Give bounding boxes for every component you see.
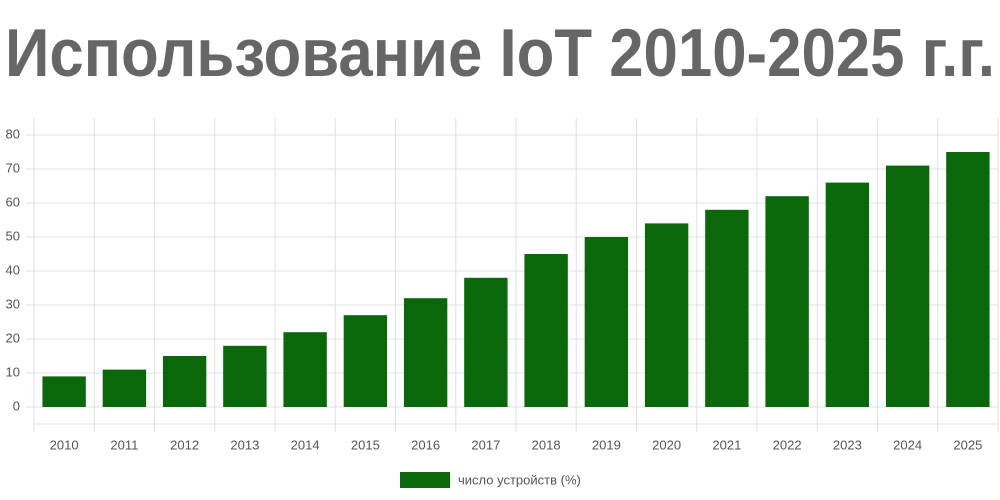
- bar: [102, 369, 147, 407]
- legend-label: число устройств (%): [458, 472, 581, 487]
- x-tick-label: 2012: [170, 437, 199, 452]
- x-tick-label: 2019: [592, 437, 621, 452]
- bar: [283, 332, 327, 407]
- bar: [825, 182, 870, 407]
- x-tick-label: 2025: [953, 437, 982, 452]
- x-tick-label: 2017: [471, 437, 500, 452]
- y-tick-label: 70: [6, 160, 20, 175]
- x-tick-label: 2011: [110, 437, 138, 452]
- bar: [162, 356, 207, 407]
- y-tick-label: 50: [6, 228, 20, 243]
- x-tick-label: 2015: [351, 437, 380, 452]
- x-tick-label: 2010: [50, 437, 79, 452]
- y-tick-label: 10: [6, 364, 20, 379]
- x-tick-label: 2013: [230, 437, 259, 452]
- y-tick-label: 40: [6, 262, 20, 277]
- bar: [403, 298, 448, 407]
- y-tick-label: 30: [6, 296, 20, 311]
- y-tick-label: 0: [13, 398, 20, 413]
- bar: [464, 277, 508, 407]
- bar: [223, 345, 267, 407]
- x-tick-label: 2023: [833, 437, 862, 452]
- bar: [765, 196, 809, 407]
- bar: [584, 237, 629, 407]
- y-tick-label: 80: [6, 126, 20, 141]
- chart-title: Использование IoT 2010-2025 г.г.: [5, 15, 995, 91]
- x-tick-label: 2021: [712, 437, 741, 452]
- legend-swatch: [400, 472, 450, 488]
- y-tick-label: 20: [6, 330, 20, 345]
- bar: [42, 376, 86, 407]
- x-tick-label: 2018: [532, 437, 561, 452]
- x-tick-label: 2020: [652, 437, 681, 452]
- bar: [343, 315, 388, 407]
- x-tick-label: 2022: [773, 437, 802, 452]
- y-tick-label: 60: [6, 194, 20, 209]
- x-tick-label: 2014: [291, 437, 320, 452]
- bar: [885, 165, 930, 407]
- bar: [946, 152, 990, 407]
- x-tick-label: 2024: [893, 437, 922, 452]
- x-tick-label: 2016: [411, 437, 440, 452]
- bar: [705, 209, 749, 407]
- bar: [524, 254, 568, 407]
- bar: [644, 223, 689, 407]
